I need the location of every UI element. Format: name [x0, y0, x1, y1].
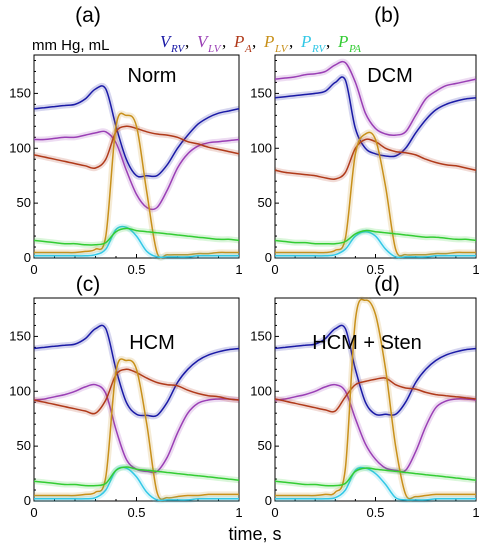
series-line-prv	[275, 230, 476, 259]
y-tick-label: 150	[250, 328, 272, 343]
panel-label: (b)	[374, 4, 400, 27]
legend-subscript: RV	[311, 43, 327, 55]
panel-title: DCM	[367, 65, 413, 87]
legend-subscript: PA	[348, 43, 361, 55]
panel-label: (c)	[76, 273, 101, 296]
y-tick-label: 150	[250, 85, 272, 100]
series-line-ppa	[274, 467, 477, 487]
y-axis-label: mm Hg, mL	[32, 37, 110, 54]
panel-hcm-sten: 0 50 100 150 0 0.5 1 (d) HCM + Sten	[250, 273, 479, 520]
x-tick-label: 0.5	[366, 262, 384, 277]
legend-symbol: P	[233, 32, 244, 51]
panel-title: HCM	[129, 332, 175, 354]
series-line-ppa	[274, 229, 477, 245]
series-line-vrv	[33, 324, 240, 418]
legend-separator: ,	[326, 32, 330, 51]
y-tick-label: 0	[265, 493, 272, 508]
y-tick-label: 0	[24, 250, 31, 265]
y-tick-label: 50	[17, 195, 31, 210]
legend-subscript: A	[244, 43, 252, 55]
series-line-ppa	[33, 466, 240, 487]
legend-separator: ,	[185, 32, 189, 51]
series-line-plv	[33, 358, 239, 501]
x-tick-label: 1	[472, 262, 479, 277]
series-line-plv	[274, 298, 476, 500]
series-line-plv	[34, 112, 239, 259]
legend-separator: ,	[252, 32, 256, 51]
panel-norm: 0 50 100 150 0 0.5 1 (a) Norm	[9, 4, 242, 277]
y-tick-label: 50	[258, 195, 272, 210]
x-tick-label: 0	[30, 505, 37, 520]
x-tick-label: 0.5	[366, 505, 384, 520]
legend-subscript: RV	[170, 43, 186, 55]
legend-entry-p-lv: P LV,	[263, 32, 293, 55]
legend-symbol: P	[300, 32, 311, 51]
series-line-ppa	[33, 227, 240, 246]
legend-symbol: V	[197, 32, 210, 51]
series-line-plv	[275, 131, 476, 257]
legend-entry-v-lv: V LV,	[197, 32, 226, 55]
series-line-prv	[275, 466, 476, 501]
y-tick-label: 100	[250, 383, 272, 398]
y-tick-label: 100	[9, 140, 31, 155]
x-tick-label: 0.5	[127, 262, 145, 277]
y-tick-label: 150	[9, 85, 31, 100]
y-tick-label: 150	[9, 328, 31, 343]
x-tick-label: 1	[472, 505, 479, 520]
legend-separator: ,	[222, 32, 226, 51]
legend-symbol: P	[263, 32, 274, 51]
legend-subscript: LV	[274, 43, 289, 55]
x-tick-label: 1	[235, 262, 242, 277]
legend-symbol: P	[337, 32, 348, 51]
series-line-pa	[33, 368, 240, 415]
legend-symbol: V	[160, 32, 173, 51]
legend-entry-p-rv: P RV,	[300, 32, 330, 55]
series-line-vlv	[33, 130, 240, 211]
y-tick-label: 0	[265, 250, 272, 265]
panel-hcm: 0 50 100 150 0 0.5 1 (c) HCM	[9, 273, 242, 520]
legend-entry-p-pa: P PA	[337, 32, 361, 55]
x-tick-label: 0.5	[127, 505, 145, 520]
x-tick-label: 0	[271, 505, 278, 520]
x-axis-label: time, s	[228, 524, 281, 544]
series-line-vrv	[274, 76, 477, 158]
panel-title: Norm	[128, 65, 177, 87]
series-line-pa	[274, 377, 477, 413]
legend-separator: ,	[289, 32, 293, 51]
y-tick-label: 100	[9, 383, 31, 398]
legend-entry-v-rv: V RV,	[160, 32, 189, 55]
y-tick-label: 50	[258, 438, 272, 453]
x-tick-label: 0	[30, 262, 37, 277]
series-line-prv	[34, 466, 239, 502]
y-tick-label: 50	[17, 438, 31, 453]
panel-label: (a)	[75, 4, 101, 27]
y-tick-label: 0	[24, 493, 31, 508]
panel-title: HCM + Sten	[312, 332, 421, 354]
y-tick-label: 100	[250, 140, 272, 155]
panel-dcm: 0 50 100 150 0 0.5 1 (b) DCM	[250, 4, 479, 277]
series-line-vlv	[274, 383, 477, 473]
legend: V RV, V LV, P A, P LV, P RV, P PA	[160, 32, 361, 55]
series-line-vrv	[33, 85, 240, 178]
series-line-vlv	[274, 60, 477, 137]
series-line-prv	[34, 225, 239, 259]
series-line-vrv	[274, 324, 477, 416]
x-tick-label: 0	[271, 262, 278, 277]
x-tick-label: 1	[235, 505, 242, 520]
panel-label: (d)	[374, 273, 400, 296]
legend-subscript: LV	[207, 43, 222, 55]
